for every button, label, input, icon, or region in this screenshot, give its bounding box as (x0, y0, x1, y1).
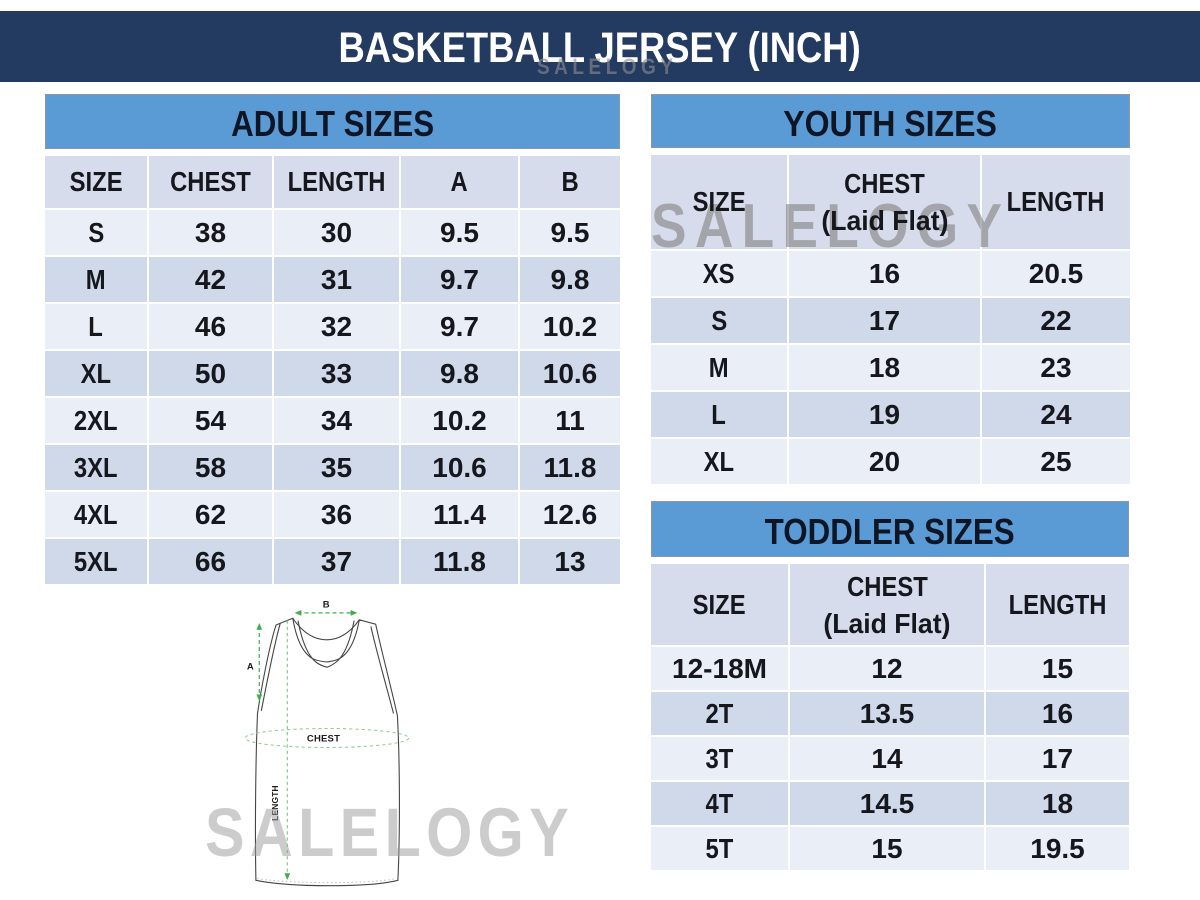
svg-text:LENGTH: LENGTH (270, 785, 280, 821)
svg-text:A: A (247, 661, 254, 672)
svg-text:CHEST: CHEST (307, 734, 340, 745)
svg-text:B: B (323, 600, 330, 611)
